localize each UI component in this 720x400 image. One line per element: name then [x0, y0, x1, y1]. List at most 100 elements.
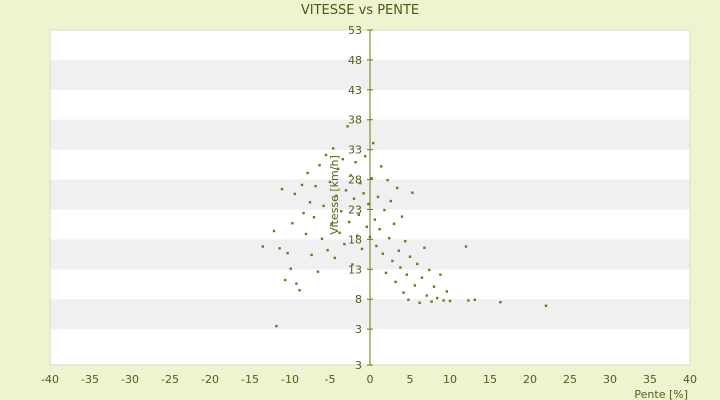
x-tick-label: -5 — [325, 373, 336, 386]
data-point — [428, 268, 431, 272]
data-point — [373, 218, 376, 221]
data-point — [320, 237, 324, 240]
x-tick-label: 35 — [643, 373, 657, 386]
data-point — [278, 247, 281, 250]
y-tick-label: 28 — [348, 174, 362, 187]
data-point — [351, 263, 354, 266]
data-point — [295, 282, 298, 285]
x-tick-label: -20 — [201, 373, 219, 386]
x-tick-label: -15 — [241, 373, 259, 386]
data-point — [343, 242, 346, 246]
data-point — [442, 299, 445, 302]
data-point — [413, 284, 416, 287]
data-point — [370, 177, 373, 180]
data-point — [360, 247, 364, 251]
data-point — [332, 147, 335, 150]
data-point — [336, 167, 340, 170]
y-tick-label: 13 — [348, 263, 362, 276]
x-tick-label: -25 — [161, 373, 179, 386]
data-point — [376, 195, 380, 199]
data-point — [272, 229, 276, 233]
data-point — [394, 280, 397, 284]
data-point — [280, 187, 284, 191]
data-point — [473, 298, 476, 301]
data-point — [302, 211, 305, 215]
y-tick-label: 23 — [348, 203, 362, 216]
data-point — [300, 183, 304, 187]
y-tick-label: 3 — [355, 359, 362, 372]
y-tick-label: 18 — [348, 233, 362, 246]
x-tick-label: 20 — [523, 373, 537, 386]
data-point — [348, 220, 351, 224]
data-point — [357, 213, 360, 217]
data-point — [407, 298, 410, 301]
data-point — [324, 153, 328, 157]
data-point — [338, 231, 341, 234]
data-point — [306, 171, 309, 175]
data-point — [308, 201, 312, 204]
data-point — [352, 197, 356, 200]
data-point — [397, 249, 400, 252]
data-point — [411, 191, 414, 194]
data-point — [340, 210, 343, 213]
data-point — [346, 125, 349, 128]
data-point — [284, 278, 287, 282]
data-point — [384, 271, 388, 275]
data-point — [425, 294, 428, 297]
y-tick-label: 43 — [348, 84, 362, 97]
data-point — [261, 245, 264, 248]
data-point — [293, 192, 296, 196]
y-tick-label: 3 — [355, 323, 362, 336]
data-point — [286, 251, 289, 255]
y-tick-label: 48 — [348, 54, 362, 67]
data-point — [328, 180, 332, 184]
data-point — [314, 184, 317, 188]
data-point — [356, 234, 359, 237]
data-point — [464, 245, 468, 248]
data-point — [367, 202, 370, 206]
data-point — [389, 199, 392, 203]
data-point — [310, 253, 313, 257]
data-point — [372, 141, 375, 145]
x-axis-label: Pente [%] — [634, 388, 688, 400]
x-tick-label: 30 — [603, 373, 617, 386]
data-point — [402, 291, 405, 294]
x-tick-label: -30 — [121, 373, 139, 386]
data-point — [381, 252, 384, 255]
data-point — [423, 246, 426, 249]
data-point — [544, 304, 548, 307]
data-point — [378, 228, 381, 231]
data-point — [359, 181, 362, 185]
x-tick-label: 10 — [443, 373, 457, 386]
data-point — [380, 165, 383, 168]
data-point — [416, 262, 419, 266]
data-point — [335, 194, 338, 197]
data-point — [368, 235, 372, 239]
data-point — [291, 222, 294, 225]
axes — [367, 29, 373, 366]
y-tick-label: 33 — [348, 144, 362, 157]
y-tick-label: 53 — [348, 24, 362, 37]
data-point — [391, 259, 394, 263]
data-point — [436, 296, 439, 300]
data-point — [298, 289, 301, 292]
data-point — [467, 299, 470, 302]
data-point — [404, 239, 407, 243]
x-tick-label: -35 — [81, 373, 99, 386]
data-point — [396, 186, 399, 190]
data-points — [261, 125, 548, 328]
data-point — [365, 225, 368, 229]
data-point — [322, 204, 325, 208]
data-point — [400, 215, 404, 218]
data-point — [439, 273, 442, 276]
data-point — [420, 276, 424, 279]
data-point — [445, 290, 448, 293]
data-point — [341, 158, 344, 161]
x-tick-label: -40 — [41, 373, 59, 386]
data-point — [448, 299, 452, 303]
x-tick-label: 15 — [483, 373, 497, 386]
data-point — [392, 222, 396, 226]
data-point — [375, 244, 378, 248]
